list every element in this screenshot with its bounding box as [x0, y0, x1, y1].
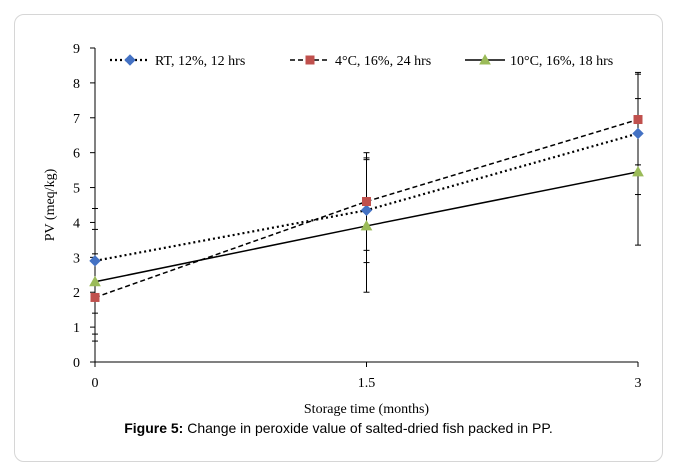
y-tick-label: 3: [73, 251, 80, 266]
y-tick-label: 4: [73, 216, 80, 231]
caption-label: Figure 5:: [124, 420, 184, 436]
data-point-triangle: [479, 53, 491, 65]
data-point-triangle: [360, 219, 373, 231]
data-point-square: [305, 55, 315, 65]
data-point-square: [633, 115, 643, 125]
y-tick-label: 5: [73, 182, 80, 197]
data-point-diamond: [89, 255, 101, 267]
y-axis-label: PV (meq/kg): [43, 168, 58, 241]
x-tick-label: 0: [92, 376, 99, 391]
y-tick-label: 1: [73, 321, 80, 336]
data-point-triangle: [89, 275, 101, 287]
legend-label: 4°C, 16%, 24 hrs: [335, 54, 431, 69]
y-tick-label: 9: [73, 42, 80, 57]
data-point-diamond: [632, 127, 644, 140]
data-point-square: [362, 197, 371, 207]
x-axis-label: Storage time (months): [304, 402, 430, 417]
chart-legend: RT, 12%, 12 hrs 4°C, 16%, 24 hrs 10°C, 16%…: [110, 53, 613, 69]
y-tick-label: 6: [73, 147, 80, 162]
data-point-diamond: [124, 54, 136, 66]
data-point-triangle: [632, 165, 644, 177]
data-point-diamond: [360, 204, 373, 216]
legend-label: RT, 12%, 12 hrs: [155, 54, 245, 69]
y-tick-label: 8: [73, 77, 80, 92]
y-tick-label: 0: [73, 356, 80, 371]
data-point-square: [90, 292, 100, 302]
x-tick-label: 1.5: [358, 376, 376, 391]
legend-label: 10°C, 16%, 18 hrs: [510, 54, 613, 69]
y-tick-label: 2: [73, 286, 80, 301]
figure-frame: [14, 14, 663, 462]
y-tick-label: 7: [73, 112, 80, 127]
series-markers: [89, 115, 644, 302]
chart-axes: 0 1 2 3 4 5 6 7 8 9 0 1.5 3: [73, 42, 642, 391]
x-tick-label: 3: [635, 376, 642, 391]
figure-caption: Figure 5: Change in peroxide value of sa…: [14, 420, 663, 436]
caption-text: Change in peroxide value of salted-dried…: [187, 420, 553, 436]
